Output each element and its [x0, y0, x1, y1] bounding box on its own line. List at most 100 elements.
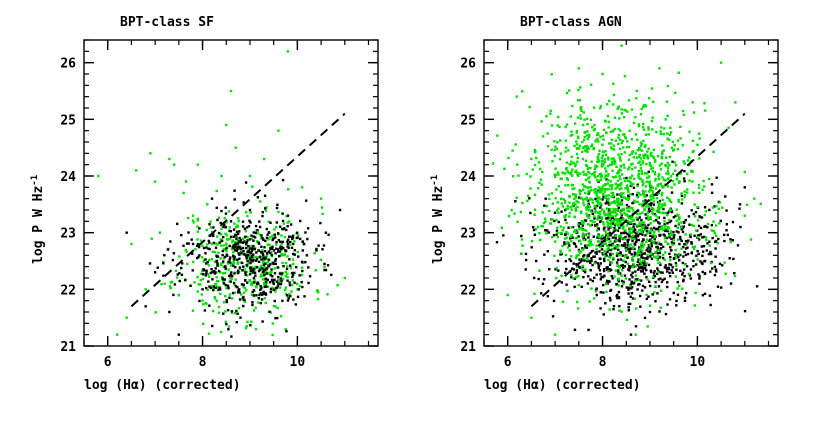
data-point	[701, 262, 704, 266]
data-point	[246, 239, 249, 242]
data-point	[584, 145, 587, 148]
data-point	[581, 228, 584, 231]
data-point	[214, 271, 217, 274]
data-point	[168, 310, 171, 314]
data-point	[670, 200, 673, 204]
data-point	[688, 163, 691, 167]
data-point	[682, 245, 685, 249]
data-point	[589, 167, 592, 170]
data-point	[648, 231, 652, 235]
data-point	[651, 212, 655, 216]
data-point	[697, 273, 700, 276]
data-point	[674, 164, 678, 167]
data-point	[602, 221, 605, 224]
data-point	[627, 292, 630, 295]
data-point	[599, 178, 603, 182]
data-point	[296, 234, 300, 237]
data-point	[625, 224, 629, 227]
data-point	[265, 252, 269, 255]
data-point	[534, 259, 538, 263]
data-point	[590, 219, 594, 223]
data-point	[671, 271, 674, 274]
data-point	[585, 257, 588, 260]
data-point	[656, 221, 660, 224]
data-point	[242, 201, 245, 204]
data-point	[580, 210, 583, 213]
data-point	[597, 196, 600, 199]
data-point	[276, 306, 279, 310]
data-point	[681, 109, 685, 113]
data-point	[666, 229, 669, 233]
data-point	[292, 271, 295, 275]
data-point	[274, 259, 277, 262]
data-point	[581, 183, 584, 186]
data-point	[664, 312, 668, 316]
data-point	[627, 216, 631, 220]
data-point	[545, 115, 548, 118]
data-point	[182, 244, 185, 247]
data-point	[277, 278, 280, 282]
data-point	[606, 164, 610, 168]
data-point	[641, 260, 644, 264]
data-point	[640, 270, 643, 273]
data-point	[220, 239, 224, 243]
data-point	[241, 225, 245, 228]
data-point	[591, 198, 594, 201]
data-point	[611, 201, 614, 204]
data-point	[723, 239, 726, 243]
data-point	[279, 277, 283, 280]
data-point	[600, 275, 603, 279]
data-point	[668, 298, 672, 301]
data-point	[683, 274, 686, 278]
data-point	[633, 251, 636, 254]
data-point	[692, 212, 696, 216]
data-point	[214, 283, 217, 286]
data-point	[660, 203, 663, 206]
data-point	[638, 216, 641, 219]
data-point	[578, 144, 581, 148]
data-point	[566, 178, 570, 181]
data-point	[214, 297, 217, 300]
data-point	[618, 309, 621, 312]
data-point	[627, 145, 631, 149]
data-point	[628, 231, 631, 235]
data-point	[246, 274, 249, 277]
data-point	[652, 100, 655, 104]
data-point	[641, 179, 644, 182]
data-point	[668, 236, 671, 239]
data-point	[242, 283, 245, 287]
data-point	[615, 213, 619, 216]
data-point	[609, 299, 612, 302]
data-point	[682, 113, 686, 117]
data-point	[225, 221, 228, 224]
data-point	[279, 315, 283, 318]
data-point	[606, 220, 609, 223]
data-point	[617, 220, 620, 223]
data-point	[232, 251, 235, 254]
data-point	[228, 244, 231, 248]
data-point	[663, 220, 666, 223]
data-point	[681, 226, 685, 230]
data-point	[265, 285, 268, 288]
data-point	[625, 318, 629, 322]
data-point	[207, 247, 210, 250]
data-point	[668, 232, 671, 236]
data-point	[669, 246, 672, 249]
data-point	[585, 246, 589, 249]
data-point	[565, 177, 569, 180]
data-point	[587, 186, 590, 189]
data-point	[648, 164, 652, 167]
data-point	[196, 238, 199, 241]
data-point	[239, 248, 243, 251]
data-point	[647, 190, 651, 193]
data-point	[623, 166, 626, 169]
data-point	[606, 114, 610, 118]
data-point	[529, 175, 532, 178]
data-point	[669, 249, 673, 252]
data-point	[304, 231, 307, 234]
data-point	[567, 149, 570, 152]
data-point	[254, 274, 257, 277]
data-point	[631, 254, 635, 258]
data-point	[564, 172, 567, 175]
data-point	[700, 261, 703, 264]
